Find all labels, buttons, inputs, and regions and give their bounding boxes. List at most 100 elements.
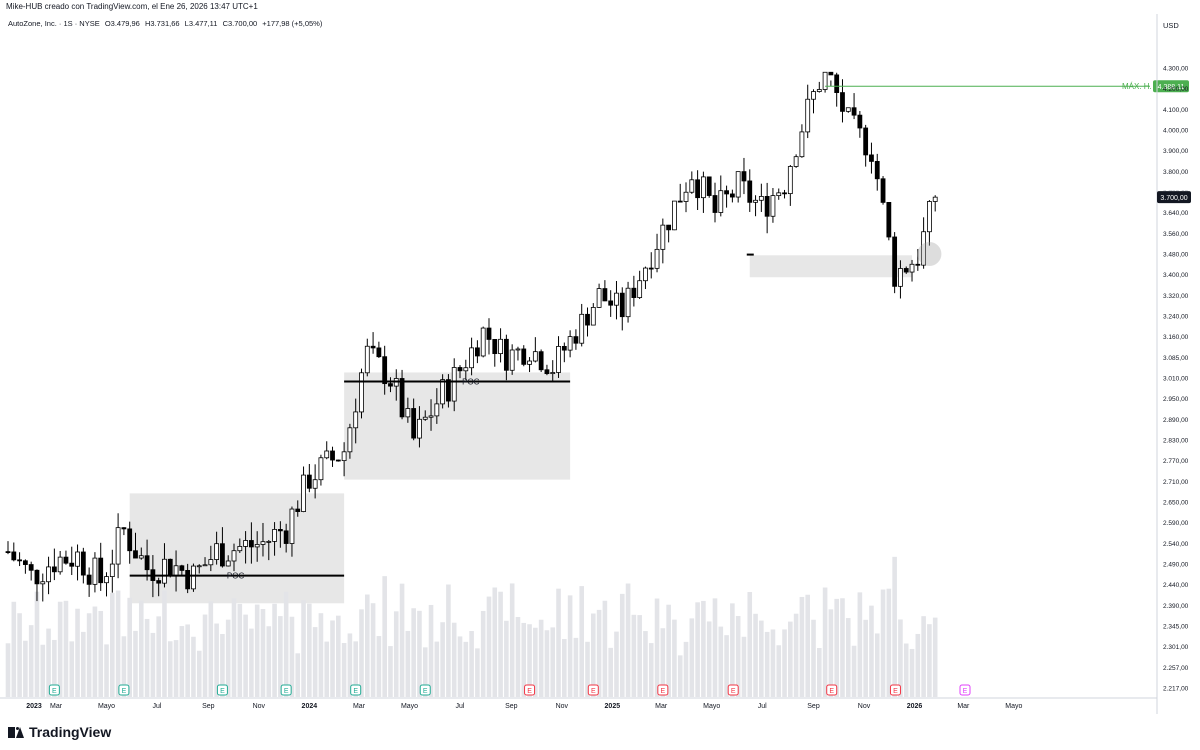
candle [63, 556, 69, 564]
volume-bar [92, 606, 98, 697]
volume-bar [98, 610, 104, 697]
volume-bar [289, 616, 295, 697]
price-tick-label: 2.257,00 [1163, 665, 1189, 672]
volume-bar [515, 617, 521, 697]
candle [237, 546, 243, 552]
candle [677, 200, 683, 203]
volume-bar [509, 583, 515, 697]
volume-bar [683, 641, 689, 697]
earnings-marker [216, 684, 228, 696]
tradingview-logo[interactable]: TradingView [8, 724, 111, 740]
candle [202, 564, 208, 567]
volume-bar [753, 613, 758, 697]
candle [399, 378, 405, 418]
time-tick-label: Sep [202, 703, 215, 710]
volume-bar [533, 627, 538, 697]
earnings-marker [587, 684, 599, 696]
volume-bar [399, 583, 405, 697]
chart-overlays: POC POC MÁX. H. 4.388,11 [129, 80, 1189, 581]
time-tick-label: Mayo [401, 703, 418, 710]
candle [718, 190, 724, 213]
volume-bar [202, 614, 208, 697]
volume-bar [932, 617, 938, 697]
volume-bar [614, 631, 619, 697]
candle [515, 348, 521, 351]
candle [104, 576, 109, 584]
volume-bar [480, 610, 486, 697]
candle [527, 360, 532, 365]
currency-label: USD [1163, 21, 1179, 30]
candle [509, 349, 515, 371]
volume-bar [63, 600, 69, 697]
volume-bar [370, 603, 376, 697]
volume-bar [446, 584, 451, 697]
volume-bar [249, 628, 254, 697]
volume-bars [5, 556, 938, 697]
candle [382, 356, 388, 385]
volume-bar [115, 590, 121, 697]
volume-bar [764, 631, 770, 697]
time-tick-label: 2026 [907, 703, 923, 710]
candle [498, 338, 503, 355]
candle [28, 564, 34, 571]
volume-bar [619, 593, 625, 697]
price-tick-label: 2.390,00 [1163, 603, 1189, 610]
candle [463, 367, 469, 372]
volume-bar [625, 583, 631, 697]
candle [753, 199, 758, 203]
volume-bar [672, 619, 677, 697]
candle [776, 192, 782, 197]
candle [643, 267, 648, 282]
volume-bar [735, 616, 741, 697]
volume-bar [556, 588, 561, 697]
candle [185, 570, 191, 590]
candle [857, 114, 863, 129]
candle [590, 307, 596, 326]
candle [69, 562, 75, 567]
price-tick-label: 2.770,00 [1163, 458, 1189, 465]
candle [840, 92, 845, 112]
volume-bar [191, 636, 196, 697]
volume-bar [231, 598, 237, 697]
time-tick-label: Jul [153, 703, 162, 710]
candle [422, 416, 428, 420]
candle [544, 369, 550, 375]
candle [741, 171, 747, 182]
candle [220, 543, 225, 567]
candle [277, 529, 283, 532]
time-tick-label: Mayo [98, 703, 115, 710]
time-tick-label: 2023 [26, 703, 42, 710]
candle [80, 551, 86, 576]
poc-label: POC [462, 377, 480, 386]
earnings-marker-label: E [963, 688, 968, 695]
time-tick-label: Mayo [1005, 703, 1022, 710]
candle [34, 569, 40, 585]
tradingview-logo-icon [8, 726, 24, 738]
volume-bar [811, 619, 816, 697]
volume-bar [579, 586, 585, 697]
candle [254, 544, 260, 548]
volume-bar [602, 600, 608, 697]
price-chart[interactable]: POC POC MÁX. H. 4.388,11 E E E E E E E E E E E E E 2023… [0, 14, 1200, 714]
price-tick-label: 2.710,00 [1163, 479, 1189, 486]
candle [57, 556, 63, 573]
volume-bar [347, 633, 353, 697]
volume-bar [162, 590, 167, 697]
volume-bar [359, 609, 364, 697]
candle [40, 581, 46, 585]
volume-bar [596, 609, 602, 697]
candle [353, 411, 359, 429]
price-tick-label: 2.590,00 [1163, 520, 1189, 527]
candle [874, 161, 880, 180]
volume-bar [573, 637, 579, 697]
candle [892, 236, 898, 287]
ath-price-value: 4.388,11 [1158, 84, 1185, 91]
volume-bar [909, 648, 915, 697]
candle [272, 529, 277, 542]
candle [805, 98, 811, 133]
volume-bar [411, 608, 416, 697]
candle [446, 379, 451, 402]
candle [567, 336, 573, 351]
ath-price-tag [1153, 80, 1189, 93]
volume-bar [840, 598, 845, 697]
